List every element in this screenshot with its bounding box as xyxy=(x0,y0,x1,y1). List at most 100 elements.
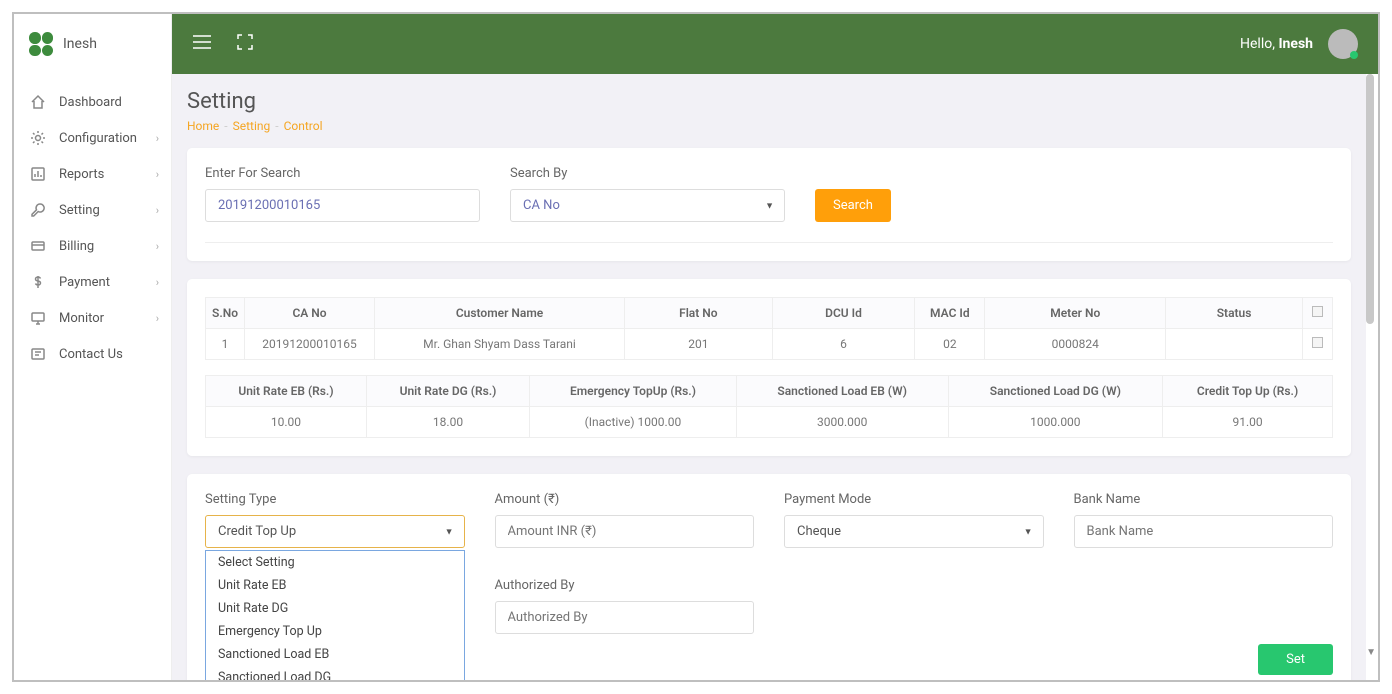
table-header: Unit Rate EB (Rs.) xyxy=(206,376,367,407)
table-header: Unit Rate DG (Rs.) xyxy=(366,376,529,407)
nav-item-label: Configuration xyxy=(59,131,137,146)
table-row[interactable]: 120191200010165Mr. Ghan Shyam Dass Taran… xyxy=(206,329,1333,360)
table-cell: 02 xyxy=(915,329,985,360)
customer-table: S.NoCA NoCustomer NameFlat NoDCU IdMAC I… xyxy=(205,297,1333,360)
brand-logo-icon xyxy=(29,32,53,56)
table-cell: 1 xyxy=(206,329,245,360)
nav-item-label: Setting xyxy=(59,203,100,218)
nav-item-configuration[interactable]: Configuration › xyxy=(14,120,171,156)
top-header: Hello, Inesh xyxy=(172,14,1378,74)
table-header: Status xyxy=(1166,298,1303,329)
breadcrumb: Home-Setting-Control xyxy=(187,119,1351,133)
search-input[interactable] xyxy=(205,189,480,222)
dropdown-option[interactable]: Unit Rate EB xyxy=(206,574,464,597)
table-header: Sanctioned Load EB (W) xyxy=(736,376,948,407)
amount-input[interactable] xyxy=(495,515,755,548)
vertical-scrollbar[interactable]: ▼ xyxy=(1366,74,1376,660)
authorized-by-label: Authorized By xyxy=(495,578,755,593)
search-card: Enter For Search Search By CA No Search xyxy=(187,148,1351,261)
nav-item-billing[interactable]: Billing› xyxy=(14,228,171,264)
breadcrumb-link[interactable]: Home xyxy=(187,119,219,133)
chevron-right-icon: › xyxy=(156,132,159,145)
contact-icon xyxy=(29,346,47,362)
rates-table: Unit Rate EB (Rs.)Unit Rate DG (Rs.)Emer… xyxy=(205,375,1333,438)
breadcrumb-link[interactable]: Control xyxy=(284,119,323,133)
table-header: DCU Id xyxy=(772,298,915,329)
dropdown-option[interactable]: Sanctioned Load DG xyxy=(206,666,464,680)
table-header: MAC Id xyxy=(915,298,985,329)
table-cell: 20191200010165 xyxy=(245,329,375,360)
chevron-right-icon: › xyxy=(156,276,159,289)
setting-type-label: Setting Type xyxy=(205,492,465,507)
user-avatar[interactable] xyxy=(1328,29,1358,59)
breadcrumb-link[interactable]: Setting xyxy=(233,119,271,133)
table-header: Flat No xyxy=(625,298,773,329)
payment-mode-label: Payment Mode xyxy=(784,492,1044,507)
table-header: Emergency TopUp (Rs.) xyxy=(530,376,737,407)
nav-item-label: Dashboard xyxy=(59,95,122,110)
nav-item-label: Contact Us xyxy=(59,347,123,362)
search-input-label: Enter For Search xyxy=(205,166,480,181)
setting-type-dropdown[interactable]: Select SettingUnit Rate EBUnit Rate DGEm… xyxy=(205,550,465,680)
setting-type-select[interactable]: Credit Top Up xyxy=(205,515,465,548)
brand-name: Inesh xyxy=(63,36,97,52)
chevron-right-icon: › xyxy=(156,312,159,325)
sidebar: Inesh DashboardConfiguration›Reports›Set… xyxy=(14,14,172,680)
nav-item-payment[interactable]: Payment › xyxy=(14,264,171,300)
nav-item-contact-us[interactable]: Contact Us xyxy=(14,336,171,372)
fullscreen-icon[interactable] xyxy=(237,34,253,55)
table-header: Credit Top Up (Rs.) xyxy=(1163,376,1333,407)
nav-list: DashboardConfiguration›Reports›Setting›B… xyxy=(14,74,171,382)
nav-item-label: Monitor xyxy=(59,311,104,326)
payment-mode-select[interactable]: Cheque xyxy=(784,515,1044,548)
app-frame: Inesh DashboardConfiguration›Reports›Set… xyxy=(12,12,1380,682)
scroll-thumb[interactable] xyxy=(1366,74,1374,324)
nav-item-label: Billing xyxy=(59,239,94,254)
nav-item-monitor[interactable]: Monitor › xyxy=(14,300,171,336)
dropdown-option[interactable]: Sanctioned Load EB xyxy=(206,643,464,666)
results-card: S.NoCA NoCustomer NameFlat NoDCU IdMAC I… xyxy=(187,279,1351,456)
table-cell: (Inactive) 1000.00 xyxy=(530,407,737,438)
dropdown-option[interactable]: Unit Rate DG xyxy=(206,597,464,620)
table-cell: Mr. Ghan Shyam Dass Tarani xyxy=(375,329,625,360)
main-content: Setting Home-Setting-Control Enter For S… xyxy=(172,74,1366,680)
amount-label: Amount (₹) xyxy=(495,492,755,507)
row-checkbox[interactable] xyxy=(1312,337,1323,348)
home-icon xyxy=(29,94,47,110)
table-header: CA No xyxy=(245,298,375,329)
search-by-label: Search By xyxy=(510,166,785,181)
menu-toggle-icon[interactable] xyxy=(192,34,212,55)
authorized-by-input[interactable] xyxy=(495,601,755,634)
dropdown-option[interactable]: Select Setting xyxy=(206,551,464,574)
logo-area[interactable]: Inesh xyxy=(14,14,171,74)
bank-name-input[interactable] xyxy=(1074,515,1334,548)
table-cell: 3000.000 xyxy=(736,407,948,438)
table-header: S.No xyxy=(206,298,245,329)
table-cell: 201 xyxy=(625,329,773,360)
table-header: Customer Name xyxy=(375,298,625,329)
nav-item-setting[interactable]: Setting › xyxy=(14,192,171,228)
table-cell xyxy=(1303,329,1333,360)
table-cell: 6 xyxy=(772,329,915,360)
table-cell: 0000824 xyxy=(985,329,1166,360)
table-header xyxy=(1303,298,1333,329)
table-cell: 91.00 xyxy=(1163,407,1333,438)
table-header: Meter No xyxy=(985,298,1166,329)
gear-icon xyxy=(29,130,47,146)
scroll-down-arrow-icon[interactable]: ▼ xyxy=(1366,647,1376,658)
nav-item-label: Payment xyxy=(59,275,110,290)
chevron-right-icon: › xyxy=(156,204,159,217)
dropdown-option[interactable]: Emergency Top Up xyxy=(206,620,464,643)
search-by-select[interactable]: CA No xyxy=(510,189,785,222)
select-all-checkbox[interactable] xyxy=(1312,306,1323,317)
page-title: Setting xyxy=(187,89,1351,114)
table-header: Sanctioned Load DG (W) xyxy=(948,376,1162,407)
table-cell: 10.00 xyxy=(206,407,367,438)
nav-item-reports[interactable]: Reports› xyxy=(14,156,171,192)
search-button[interactable]: Search xyxy=(815,189,891,222)
nav-item-label: Reports xyxy=(59,167,104,182)
table-cell xyxy=(1166,329,1303,360)
nav-item-dashboard[interactable]: Dashboard xyxy=(14,84,171,120)
table-cell: 18.00 xyxy=(366,407,529,438)
set-button[interactable]: Set xyxy=(1258,644,1333,675)
